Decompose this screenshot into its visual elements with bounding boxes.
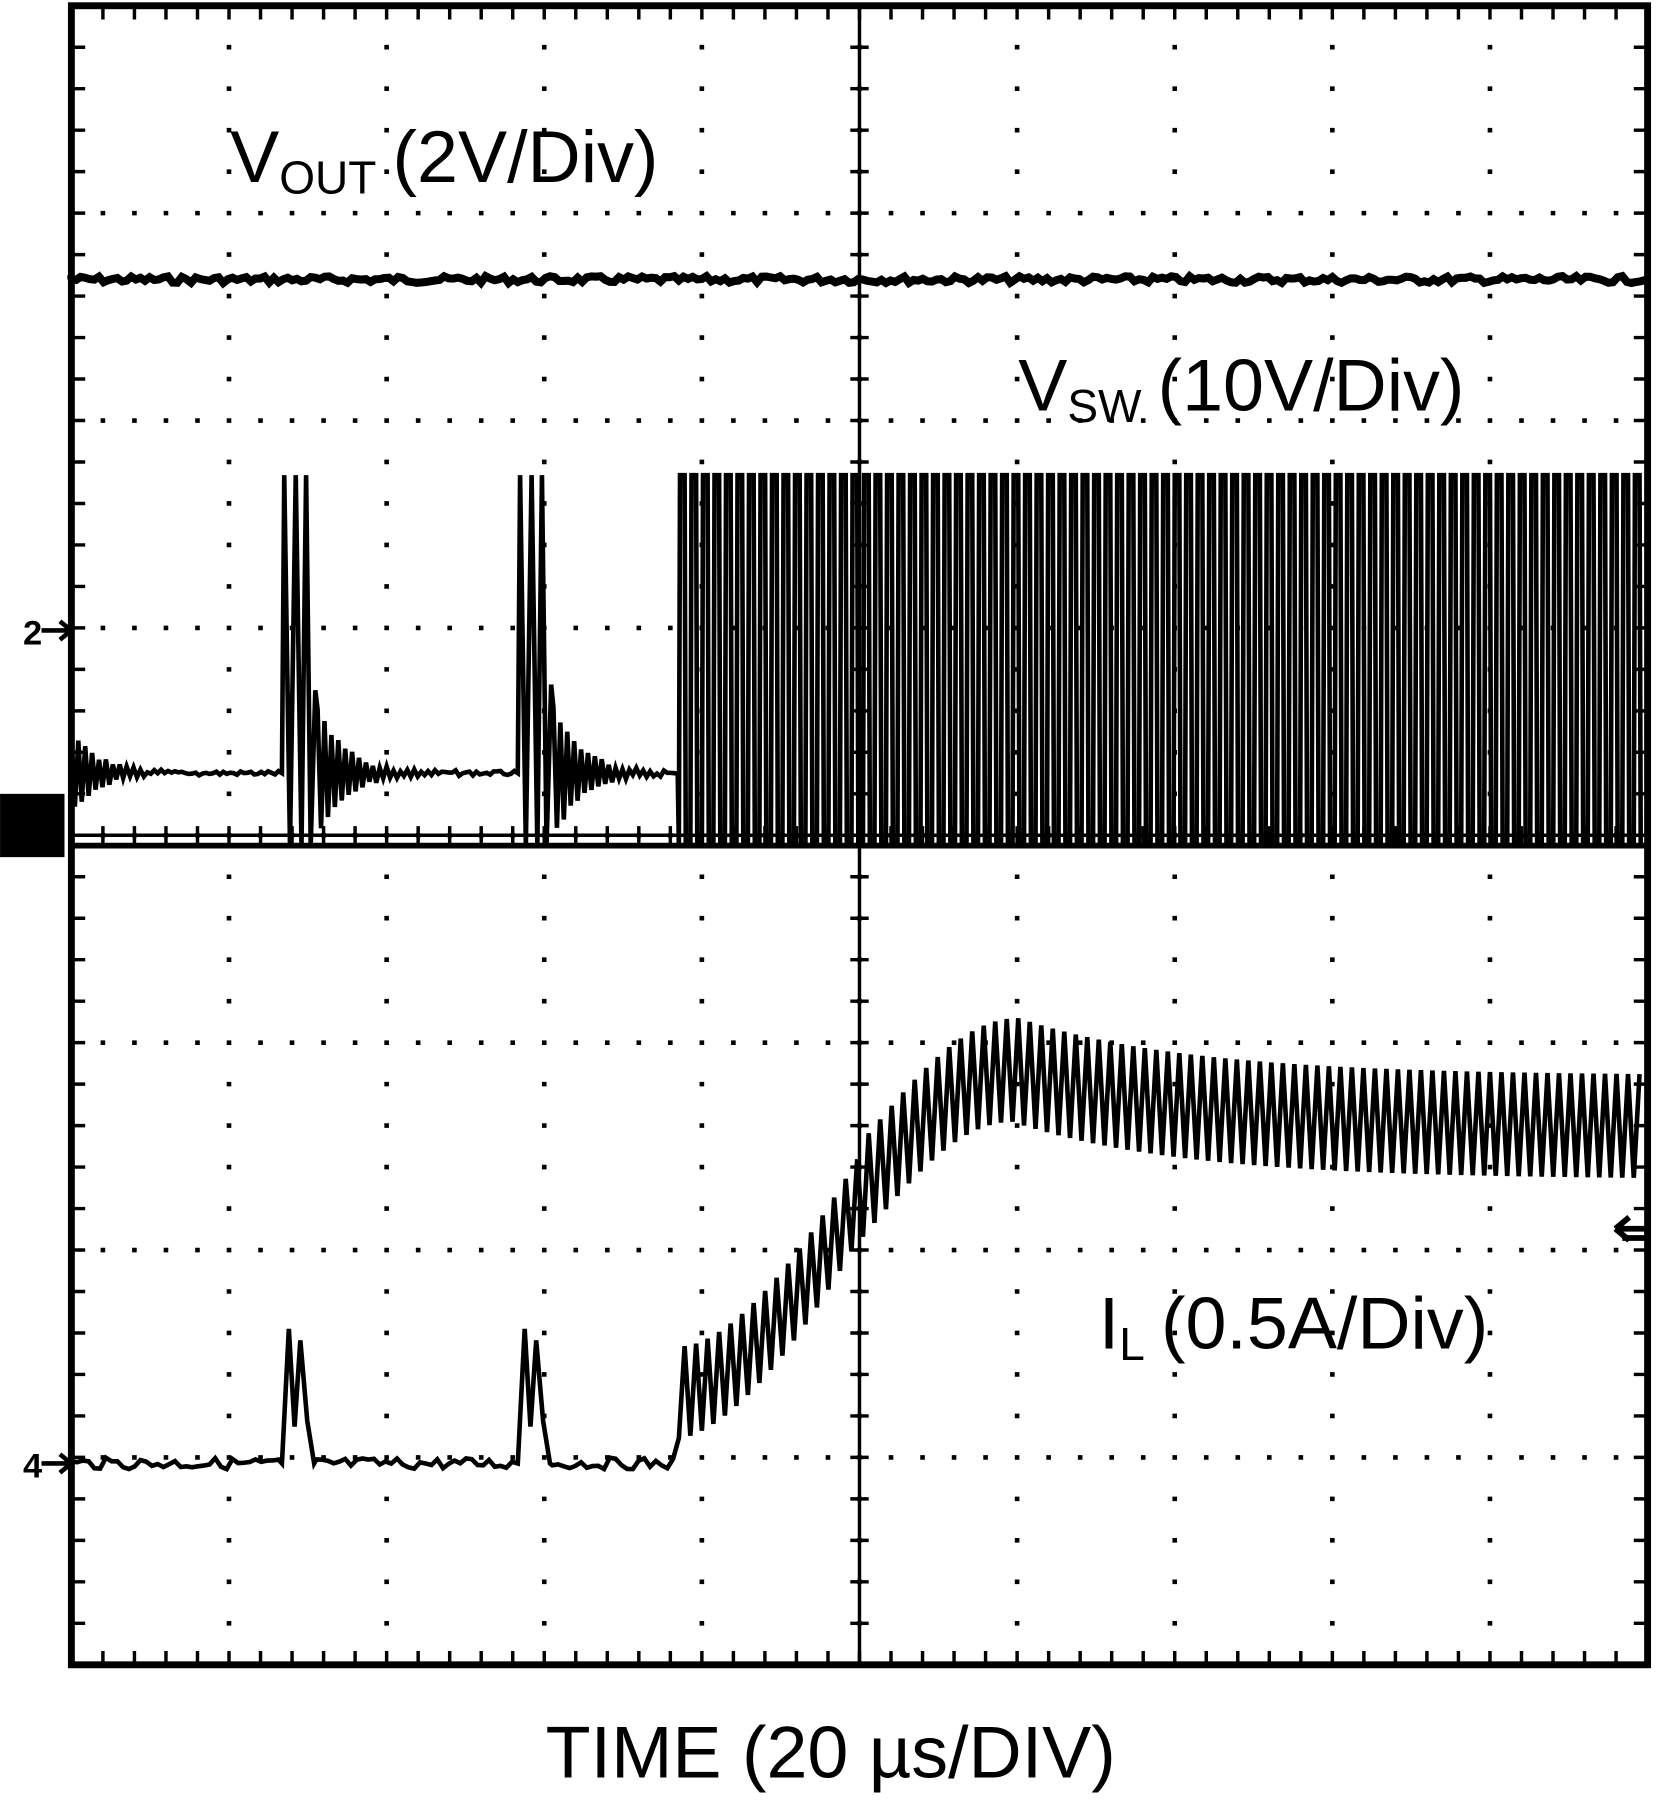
- channel-arrow: [41, 619, 76, 642]
- trace-label: VOUT (2V/Div): [230, 115, 658, 204]
- trace-subscript: L: [1119, 1318, 1145, 1370]
- trace-subscript: SW: [1067, 380, 1142, 432]
- il-trace: [69, 1018, 1642, 1473]
- trace-symbol: I: [1099, 1281, 1119, 1364]
- waveforms: [67, 270, 1648, 1473]
- vsw-trace: [69, 472, 1643, 848]
- trigger-level-arrow: [1613, 1215, 1648, 1243]
- screen-border: [67, 2, 1652, 1669]
- trace-scale: (2V/Div): [393, 115, 659, 198]
- trace-label: IL (0.5A/Div): [1099, 1281, 1488, 1370]
- trace-subscript: OUT: [279, 151, 376, 203]
- trace-scale: (10V/Div): [1158, 344, 1465, 427]
- channel-ground-marker: [0, 793, 65, 858]
- trace-scale: (0.5A/Div): [1161, 1281, 1488, 1364]
- x-axis-label: TIME (20 µs/DIV): [546, 1711, 1116, 1794]
- channel-arrow: [41, 1452, 76, 1475]
- trace-symbol: V: [230, 115, 279, 198]
- channel-marker: 2: [23, 614, 42, 652]
- trace-label: VSW (10V/Div): [1018, 344, 1464, 433]
- vout-trace: [67, 270, 1647, 290]
- channel-marker: 4: [23, 1447, 42, 1485]
- trace-symbol: V: [1018, 344, 1067, 427]
